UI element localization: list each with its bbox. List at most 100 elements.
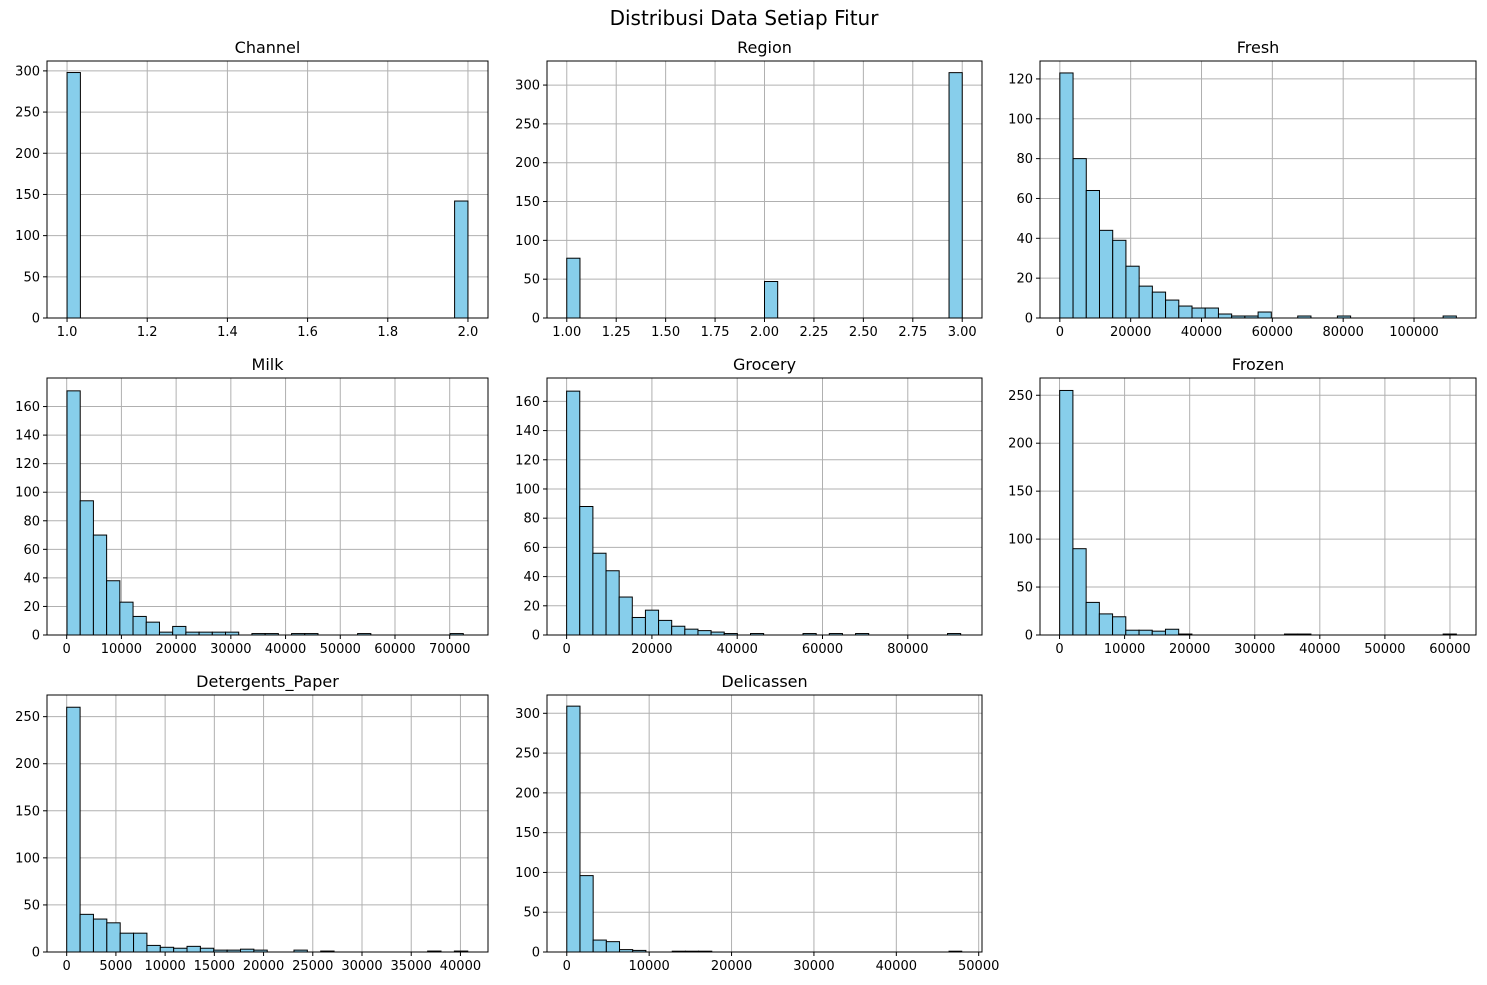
figure-title: Distribusi Data Setiap Fitur bbox=[610, 6, 880, 30]
subplot-frozen: 0 10000 20000 30000 40000 50000 60000 0 50 100 150… bbox=[1008, 355, 1477, 657]
bar-grocery-3 bbox=[605, 570, 620, 636]
bar-detergents-paper-5 bbox=[133, 932, 148, 953]
x-tick-label-grocery-2: 40000 bbox=[717, 642, 758, 657]
y-tick-label-detergents-paper-2: 100 bbox=[15, 851, 40, 866]
bar-grocery-8 bbox=[671, 625, 686, 636]
bar-region-0 bbox=[566, 257, 581, 319]
x-tick-label-fresh-0: 0 bbox=[1056, 325, 1064, 340]
y-tick-label-detergents-paper-0: 0 bbox=[32, 946, 40, 961]
y-tick-label-delicassen-4: 200 bbox=[515, 786, 540, 801]
bar-channel-0 bbox=[66, 72, 81, 319]
bars-fresh bbox=[1059, 72, 1457, 319]
y-tick-label-region-2: 100 bbox=[515, 234, 540, 249]
x-tick-label-frozen-6: 60000 bbox=[1429, 642, 1470, 657]
axes-frame-channel bbox=[46, 60, 489, 319]
x-tick-label-fresh-4: 80000 bbox=[1323, 325, 1364, 340]
bar-detergents-paper-7 bbox=[159, 946, 175, 953]
y-tick-label-fresh-5: 100 bbox=[1008, 112, 1033, 127]
bar-detergents-paper-2 bbox=[92, 918, 108, 953]
x-tick-label-region-5: 2.25 bbox=[799, 325, 828, 340]
x-tick-label-region-3: 1.75 bbox=[701, 325, 730, 340]
x-tick-label-region-0: 1.00 bbox=[552, 325, 581, 340]
x-tick-label-region-1: 1.25 bbox=[602, 325, 631, 340]
plot-area-channel bbox=[47, 61, 488, 318]
y-tick-label-grocery-7: 140 bbox=[515, 424, 540, 439]
bars-grocery bbox=[566, 390, 962, 636]
y-tick-label-milk-2: 40 bbox=[23, 571, 40, 586]
bar-detergents-paper-8 bbox=[173, 947, 188, 953]
x-tick-label-detergents-paper-7: 35000 bbox=[391, 959, 432, 974]
subplot-delicassen: 0 10000 20000 30000 40000 50000 0 50 100 150 200 25… bbox=[515, 672, 999, 974]
x-tick-label-detergents-paper-3: 15000 bbox=[194, 959, 235, 974]
bar-delicassen-1 bbox=[579, 875, 594, 953]
y-tick-label-grocery-8: 160 bbox=[515, 395, 540, 410]
x-tick-label-detergents-paper-2: 10000 bbox=[144, 959, 185, 974]
y-tick-label-grocery-5: 100 bbox=[515, 482, 540, 497]
x-tick-label-milk-3: 30000 bbox=[210, 642, 251, 657]
bar-fresh-3 bbox=[1098, 229, 1114, 319]
bar-milk-6 bbox=[145, 621, 160, 636]
y-tick-label-milk-6: 120 bbox=[15, 457, 40, 472]
bar-grocery-2 bbox=[592, 552, 607, 636]
x-tick-label-fresh-3: 60000 bbox=[1252, 325, 1293, 340]
bar-fresh-2 bbox=[1085, 189, 1100, 319]
bar-frozen-1 bbox=[1072, 548, 1087, 636]
x-tick-label-channel-0: 1.0 bbox=[57, 325, 78, 340]
y-tick-label-region-6: 300 bbox=[515, 79, 540, 94]
y-tick-label-fresh-4: 80 bbox=[1016, 152, 1033, 167]
bars-delicassen bbox=[566, 705, 963, 953]
x-tick-label-milk-5: 50000 bbox=[320, 642, 361, 657]
y-tick-label-grocery-4: 80 bbox=[523, 512, 540, 527]
y-tick-label-channel-5: 250 bbox=[15, 106, 40, 121]
y-tick-label-detergents-paper-3: 150 bbox=[15, 804, 40, 819]
bar-detergents-paper-6 bbox=[146, 944, 161, 953]
bars-region bbox=[566, 72, 963, 319]
bar-milk-0 bbox=[66, 390, 81, 636]
y-tick-label-milk-7: 140 bbox=[15, 429, 40, 444]
y-tick-label-grocery-6: 120 bbox=[515, 453, 540, 468]
bar-region-29 bbox=[948, 72, 963, 319]
bar-grocery-5 bbox=[631, 616, 646, 636]
bar-detergents-paper-4 bbox=[119, 932, 135, 953]
bar-fresh-5 bbox=[1125, 265, 1140, 319]
bar-fresh-11 bbox=[1204, 307, 1219, 319]
y-tick-label-grocery-3: 60 bbox=[523, 541, 540, 556]
bar-fresh-10 bbox=[1191, 307, 1206, 319]
subplot-region: 1.00 1.25 1.50 1.75 2.00 2.25 2.50 2.75 3.00 0 50 1… bbox=[515, 38, 983, 340]
x-tick-label-milk-6: 60000 bbox=[374, 642, 415, 657]
x-tick-label-delicassen-1: 10000 bbox=[628, 959, 669, 974]
subplot-grid: 1.0 1.2 1.4 1.6 1.8 2.0050100150200250300Chan… bbox=[15, 38, 1477, 974]
x-tick-label-detergents-paper-1: 5000 bbox=[99, 959, 132, 974]
y-tick-label-channel-0: 0 bbox=[32, 312, 40, 327]
x-tick-label-detergents-paper-8: 40000 bbox=[440, 959, 481, 974]
plot-area-milk bbox=[47, 378, 488, 635]
axes-frame-milk bbox=[46, 377, 489, 636]
y-tick-label-channel-6: 300 bbox=[15, 64, 40, 79]
x-tick-label-milk-4: 40000 bbox=[265, 642, 306, 657]
x-tick-label-channel-5: 2.0 bbox=[458, 325, 479, 340]
x-tick-label-grocery-3: 60000 bbox=[802, 642, 843, 657]
y-tick-label-fresh-3: 60 bbox=[1016, 192, 1033, 207]
subplot-grocery: 0 20000 40000 60000 80000 0 20 40 60 80 100 120 140 1… bbox=[515, 355, 983, 657]
bar-detergents-paper-9 bbox=[186, 945, 201, 953]
bar-milk-2 bbox=[92, 534, 108, 636]
x-tick-label-channel-3: 1.6 bbox=[297, 325, 318, 340]
bar-fresh-0 bbox=[1059, 72, 1074, 319]
x-tick-label-frozen-4: 40000 bbox=[1299, 642, 1340, 657]
y-tick-label-region-3: 150 bbox=[515, 195, 540, 210]
y-tick-label-detergents-paper-1: 50 bbox=[23, 898, 40, 913]
x-tick-label-fresh-1: 20000 bbox=[1110, 325, 1151, 340]
axes-frame-fresh bbox=[1039, 60, 1477, 319]
y-tick-label-delicassen-3: 150 bbox=[515, 826, 540, 841]
bar-fresh-15 bbox=[1257, 311, 1272, 319]
y-tick-label-delicassen-0: 0 bbox=[532, 946, 540, 961]
bar-detergents-paper-10 bbox=[199, 947, 215, 953]
subplot-fresh: 0 20000 40000 60000 80000 100000 0 20 40 60 80 100 1… bbox=[1008, 38, 1477, 340]
y-tick-label-delicassen-1: 50 bbox=[523, 906, 540, 921]
x-tick-label-grocery-1: 20000 bbox=[631, 642, 672, 657]
y-tick-label-detergents-paper-4: 200 bbox=[15, 757, 40, 772]
y-tick-label-channel-3: 150 bbox=[15, 188, 40, 203]
plot-area-delicassen bbox=[547, 695, 982, 952]
bar-grocery-6 bbox=[644, 609, 660, 636]
